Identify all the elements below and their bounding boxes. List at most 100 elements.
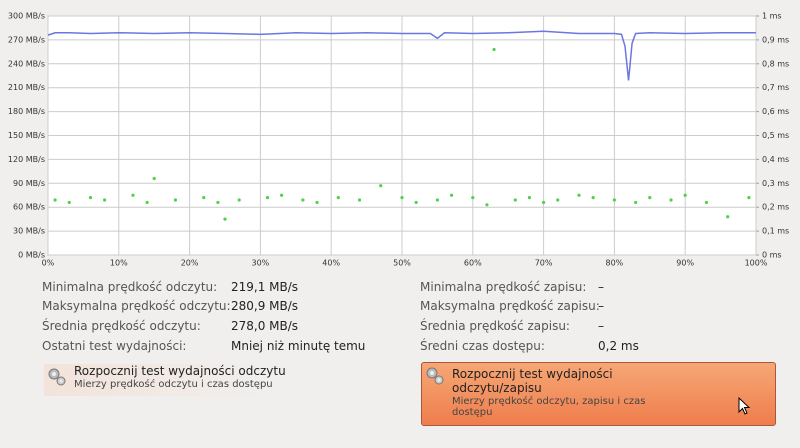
gears-icon (48, 368, 66, 386)
stat-value: – (598, 319, 604, 333)
access-time-point (88, 196, 93, 200)
mouse-cursor (738, 397, 751, 415)
access-time-point (145, 200, 149, 205)
stat-value: 0,2 ms (598, 339, 639, 353)
stat-label: Minimalna prędkość odczytu: (42, 280, 218, 294)
y-tick-label: 240 MB/s (8, 59, 45, 68)
y-tick-label: 90 MB/s (13, 179, 45, 188)
access-time-point (280, 193, 284, 197)
access-time-point (612, 198, 617, 202)
x-tick-label: 40% (322, 259, 340, 268)
button-subtitle: Mierzy prędkość odczytu, zapisu i czas d… (452, 396, 646, 418)
access-time-point (471, 196, 475, 200)
x-tick-label: 90% (676, 259, 694, 268)
y-tick-label: 210 MB/s (8, 83, 45, 92)
button-title: Rozpocznij test wydajności odczytu (74, 364, 286, 378)
access-time-point (265, 196, 270, 200)
x-tick-label: 50% (393, 259, 411, 268)
button-subtitle: Mierzy prędkość odczytu i czas dostępu (74, 379, 273, 390)
stat-label: Minimalna prędkość zapisu: (420, 280, 587, 294)
access-time-point (492, 47, 496, 52)
access-time-point (202, 196, 206, 200)
y-tick-label: 120 MB/s (8, 155, 45, 164)
stat-label: Maksymalna prędkość odczytu: (42, 299, 231, 313)
access-time-point (747, 196, 751, 200)
y-tick-label: 300 MB/s (8, 12, 45, 21)
x-tick-label: 10% (110, 259, 128, 268)
access-time-point (315, 200, 319, 205)
y2-tick-label: 0,8 ms (762, 59, 789, 68)
access-time-point (131, 193, 135, 197)
access-time-point (513, 198, 517, 202)
x-tick-label: 70% (535, 259, 553, 268)
stat-label: Ostatni test wydajności: (42, 339, 187, 353)
access-time-point (542, 200, 546, 205)
x-tick-label: 100% (745, 259, 768, 268)
y-tick-label: 180 MB/s (8, 107, 45, 116)
y2-tick-label: 0,1 ms (762, 227, 789, 236)
access-time-point (103, 198, 107, 202)
access-time-point (357, 198, 362, 202)
y2-tick-label: 0,4 ms (762, 155, 789, 164)
gears-icon (426, 367, 444, 385)
y2-tick-label: 0 ms (762, 251, 782, 260)
stat-value: – (598, 280, 604, 294)
access-time-point (449, 193, 454, 197)
x-tick-label: 80% (606, 259, 624, 268)
y-tick-label: 0 MB/s (18, 251, 45, 260)
y2-tick-label: 0,9 ms (762, 35, 789, 44)
access-time-point (414, 200, 418, 205)
access-time-point (216, 200, 220, 205)
stat-label: Średni czas dostępu: (420, 339, 545, 353)
stat-value: 278,0 MB/s (231, 319, 299, 333)
access-time-point (223, 217, 227, 221)
stat-label: Średnia prędkość zapisu: (420, 319, 570, 333)
chart: 0 MB/s 30 MB/s 60 MB/s 90 MB/s 120 MB/s 150 M… (8, 12, 789, 268)
y-tick-label: 270 MB/s (8, 35, 45, 44)
access-time-point (336, 196, 340, 200)
access-time-point (704, 200, 709, 205)
access-time-point (435, 198, 439, 202)
stat-value: 280,9 MB/s (231, 299, 299, 313)
y2-tick-label: 1 ms (762, 12, 782, 21)
access-time-point (173, 198, 178, 202)
y2-tick-label: 0,6 ms (762, 107, 789, 116)
y-tick-label: 150 MB/s (8, 131, 45, 140)
button-title: Rozpocznij test wydajności odczytu/zapis… (452, 367, 613, 395)
access-time-point (67, 200, 71, 205)
x-tick-label: 30% (252, 259, 270, 268)
y2-tick-label: 0,3 ms (762, 179, 789, 188)
x-tick-label: 20% (181, 259, 199, 268)
read-write-benchmark-button[interactable]: Rozpocznij test wydajności odczytu/zapis… (421, 362, 776, 426)
stat-label: Średnia prędkość odczytu: (42, 319, 201, 333)
access-time-point (301, 198, 305, 202)
access-time-point (683, 193, 687, 197)
access-time-point (577, 193, 581, 197)
access-time-point (726, 215, 730, 219)
access-time-point (556, 198, 560, 202)
y2-tick-label: 0,5 ms (762, 131, 789, 140)
x-tick-label: 0% (42, 259, 55, 268)
access-time-point (634, 200, 638, 205)
stat-value: – (598, 299, 604, 313)
stat-value: 219,1 MB/s (231, 280, 299, 294)
x-tick-label: 60% (464, 259, 482, 268)
y-tick-label: 30 MB/s (13, 227, 45, 236)
access-time-point (237, 198, 241, 202)
access-time-point (648, 196, 652, 200)
access-time-point (400, 196, 404, 200)
access-time-point (591, 196, 595, 200)
access-time-point (379, 184, 383, 188)
stat-label: Maksymalna prędkość zapisu: (420, 299, 600, 313)
y-tick-label: 60 MB/s (13, 203, 45, 212)
read-rate-line (47, 30, 756, 81)
access-time-point (152, 176, 156, 181)
y2-tick-label: 0,7 ms (762, 83, 789, 92)
access-time-point (53, 198, 57, 202)
y2-tick-label: 0,2 ms (762, 203, 789, 212)
access-time-point (527, 196, 532, 200)
stat-value: Mniej niż minutę temu (231, 339, 366, 353)
access-time-point (669, 198, 673, 202)
read-benchmark-button[interactable]: Rozpocznij test wydajności odczytu Mierz… (44, 364, 410, 396)
